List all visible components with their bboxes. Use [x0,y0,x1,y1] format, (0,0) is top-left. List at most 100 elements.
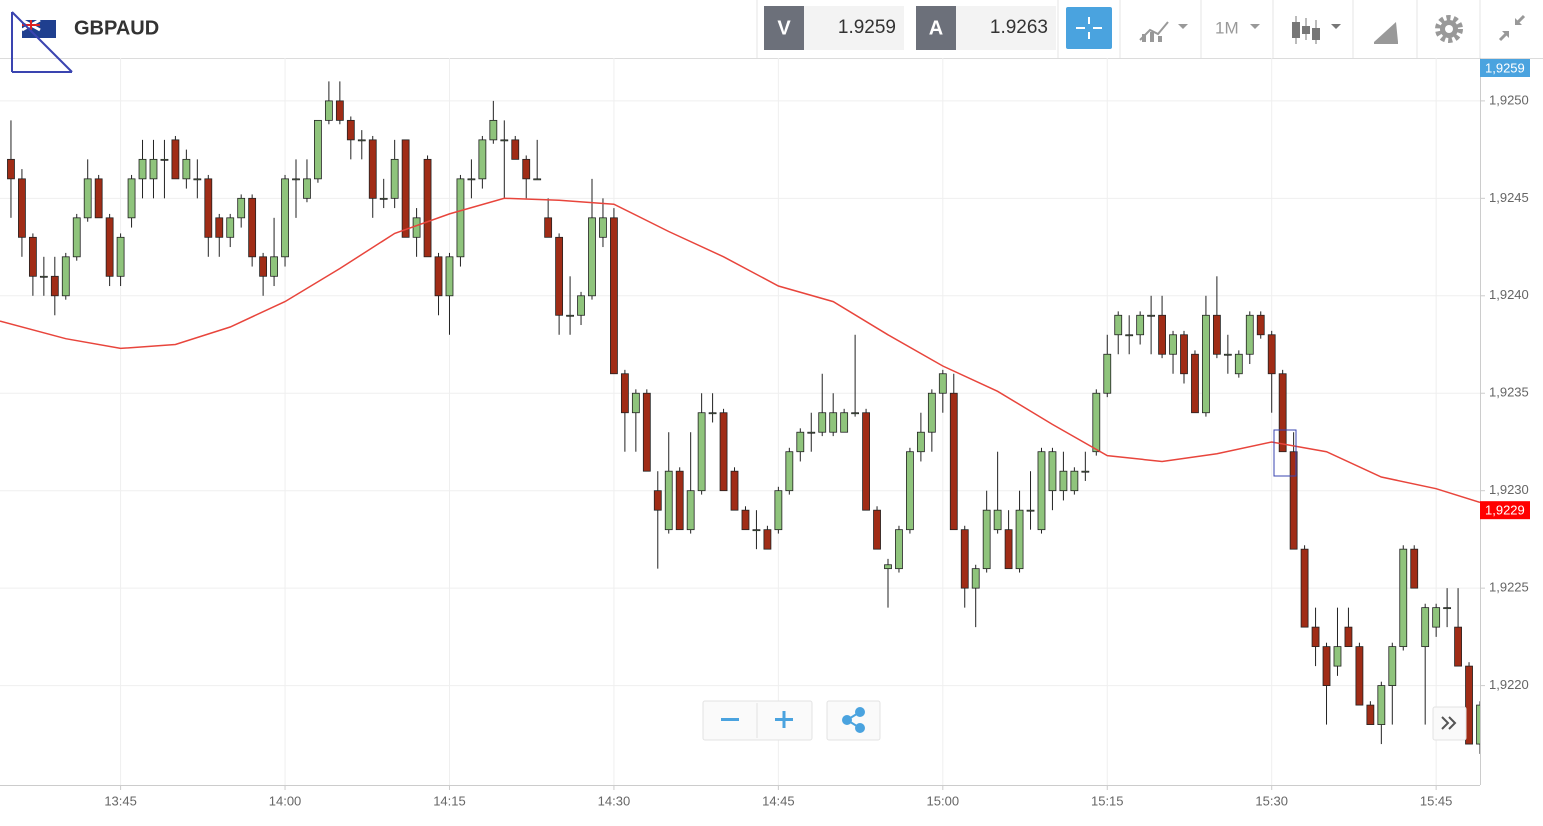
candle-body [500,139,509,142]
candle-body [1147,314,1156,317]
candle-body [1300,548,1309,628]
timeframe-button[interactable]: 1M [1215,18,1260,37]
candle-body [467,178,476,181]
candle-body [215,217,224,238]
candle-body [599,217,607,238]
candle-body [511,139,520,160]
candle-body [522,158,531,180]
candle-body [829,412,838,433]
ask-button[interactable]: A 1.9263 [916,6,1056,50]
bid-price[interactable]: 1.9259 [838,17,896,38]
candle-body [182,158,191,180]
candle-body [1180,334,1188,375]
bid-label[interactable]: V [777,17,791,39]
bid-button[interactable]: V 1.9259 [764,6,904,50]
candle-body [1169,334,1177,355]
candle-body [149,158,158,180]
candle-body [686,490,695,531]
zoom-in[interactable] [775,711,793,728]
share[interactable] [842,707,865,733]
candle-body [763,529,772,550]
y-tick-label: 1,9220 [1489,677,1529,692]
candle-body [730,470,739,511]
candle-body [1048,451,1057,492]
candle-body [785,451,794,492]
candle-body [642,392,651,472]
ask-label[interactable]: A [929,17,943,39]
candle-body [1026,509,1035,512]
y-tick-label: 1,9240 [1489,287,1529,302]
candle-body [39,275,48,278]
candle-body [620,373,629,414]
y-tick-label: 1,9225 [1489,580,1529,595]
scroll-to-end[interactable] [1432,706,1467,741]
candle-body [851,412,860,415]
candle-body [1092,392,1101,453]
settings-button[interactable] [1435,15,1463,43]
candle-body [588,217,596,297]
candle-body [368,139,377,199]
candle-style-button[interactable] [1292,16,1341,44]
candle-body [1333,646,1342,667]
candle-body [884,564,892,570]
candle-body [248,197,257,258]
candle-body [927,392,936,433]
price-label: 1,9229 [1485,503,1525,518]
candle-body [741,509,750,531]
candle-body [1191,353,1199,414]
candle-body [1454,626,1462,667]
candle-body [1278,373,1287,453]
zoom-out[interactable] [721,718,739,721]
candle-body [72,217,81,258]
candle-body [423,158,432,258]
crosshair-button[interactable] [1066,7,1112,49]
candle-body [116,236,125,277]
candle-body [1245,314,1254,355]
candle-body [171,139,180,180]
candle-body [83,178,92,219]
candle-body [1125,334,1134,337]
candle-body [28,236,37,277]
candle-body [697,412,706,492]
candle-body [566,314,574,317]
candle-body [533,178,542,181]
candle-body [653,490,662,511]
candle-body [303,178,311,199]
ask-price[interactable]: 1.9263 [990,17,1048,38]
candle-body [807,431,816,434]
timeframe[interactable]: 1M [1215,18,1239,37]
candle-body [314,119,322,180]
candle-body [105,217,114,277]
price-label-box [1480,59,1530,77]
candle-body [982,509,991,570]
candle-body [555,236,564,316]
chart-type-button[interactable] [1139,21,1188,42]
candle-body [379,197,388,200]
candle-body [1070,470,1079,492]
price-label: 1,9259 [1485,60,1525,75]
candle-body [818,412,827,433]
candle-body [346,119,355,141]
y-tick-label: 1,9235 [1489,385,1529,400]
candle-body [18,178,26,238]
candle-body [1136,314,1145,336]
separators [756,0,1481,58]
candle-body [401,139,410,238]
draw-tool-button[interactable] [1374,22,1398,44]
candle-body [335,100,344,121]
candle-body [237,197,246,219]
candle-body [916,431,925,453]
x-tick-label: 14:15 [433,793,466,808]
candle-body [1465,665,1473,745]
candle-body [993,509,1002,531]
collapse-button[interactable] [1498,14,1526,42]
candle-body [1015,509,1024,570]
candle-body [631,392,640,414]
y-tick-label: 1,9230 [1489,482,1529,497]
candle-body [1377,685,1386,725]
candle-body [1366,704,1375,725]
candle-body [1421,607,1430,648]
candle-body [840,412,849,433]
candle-body [94,178,103,219]
candle-body [906,451,914,531]
